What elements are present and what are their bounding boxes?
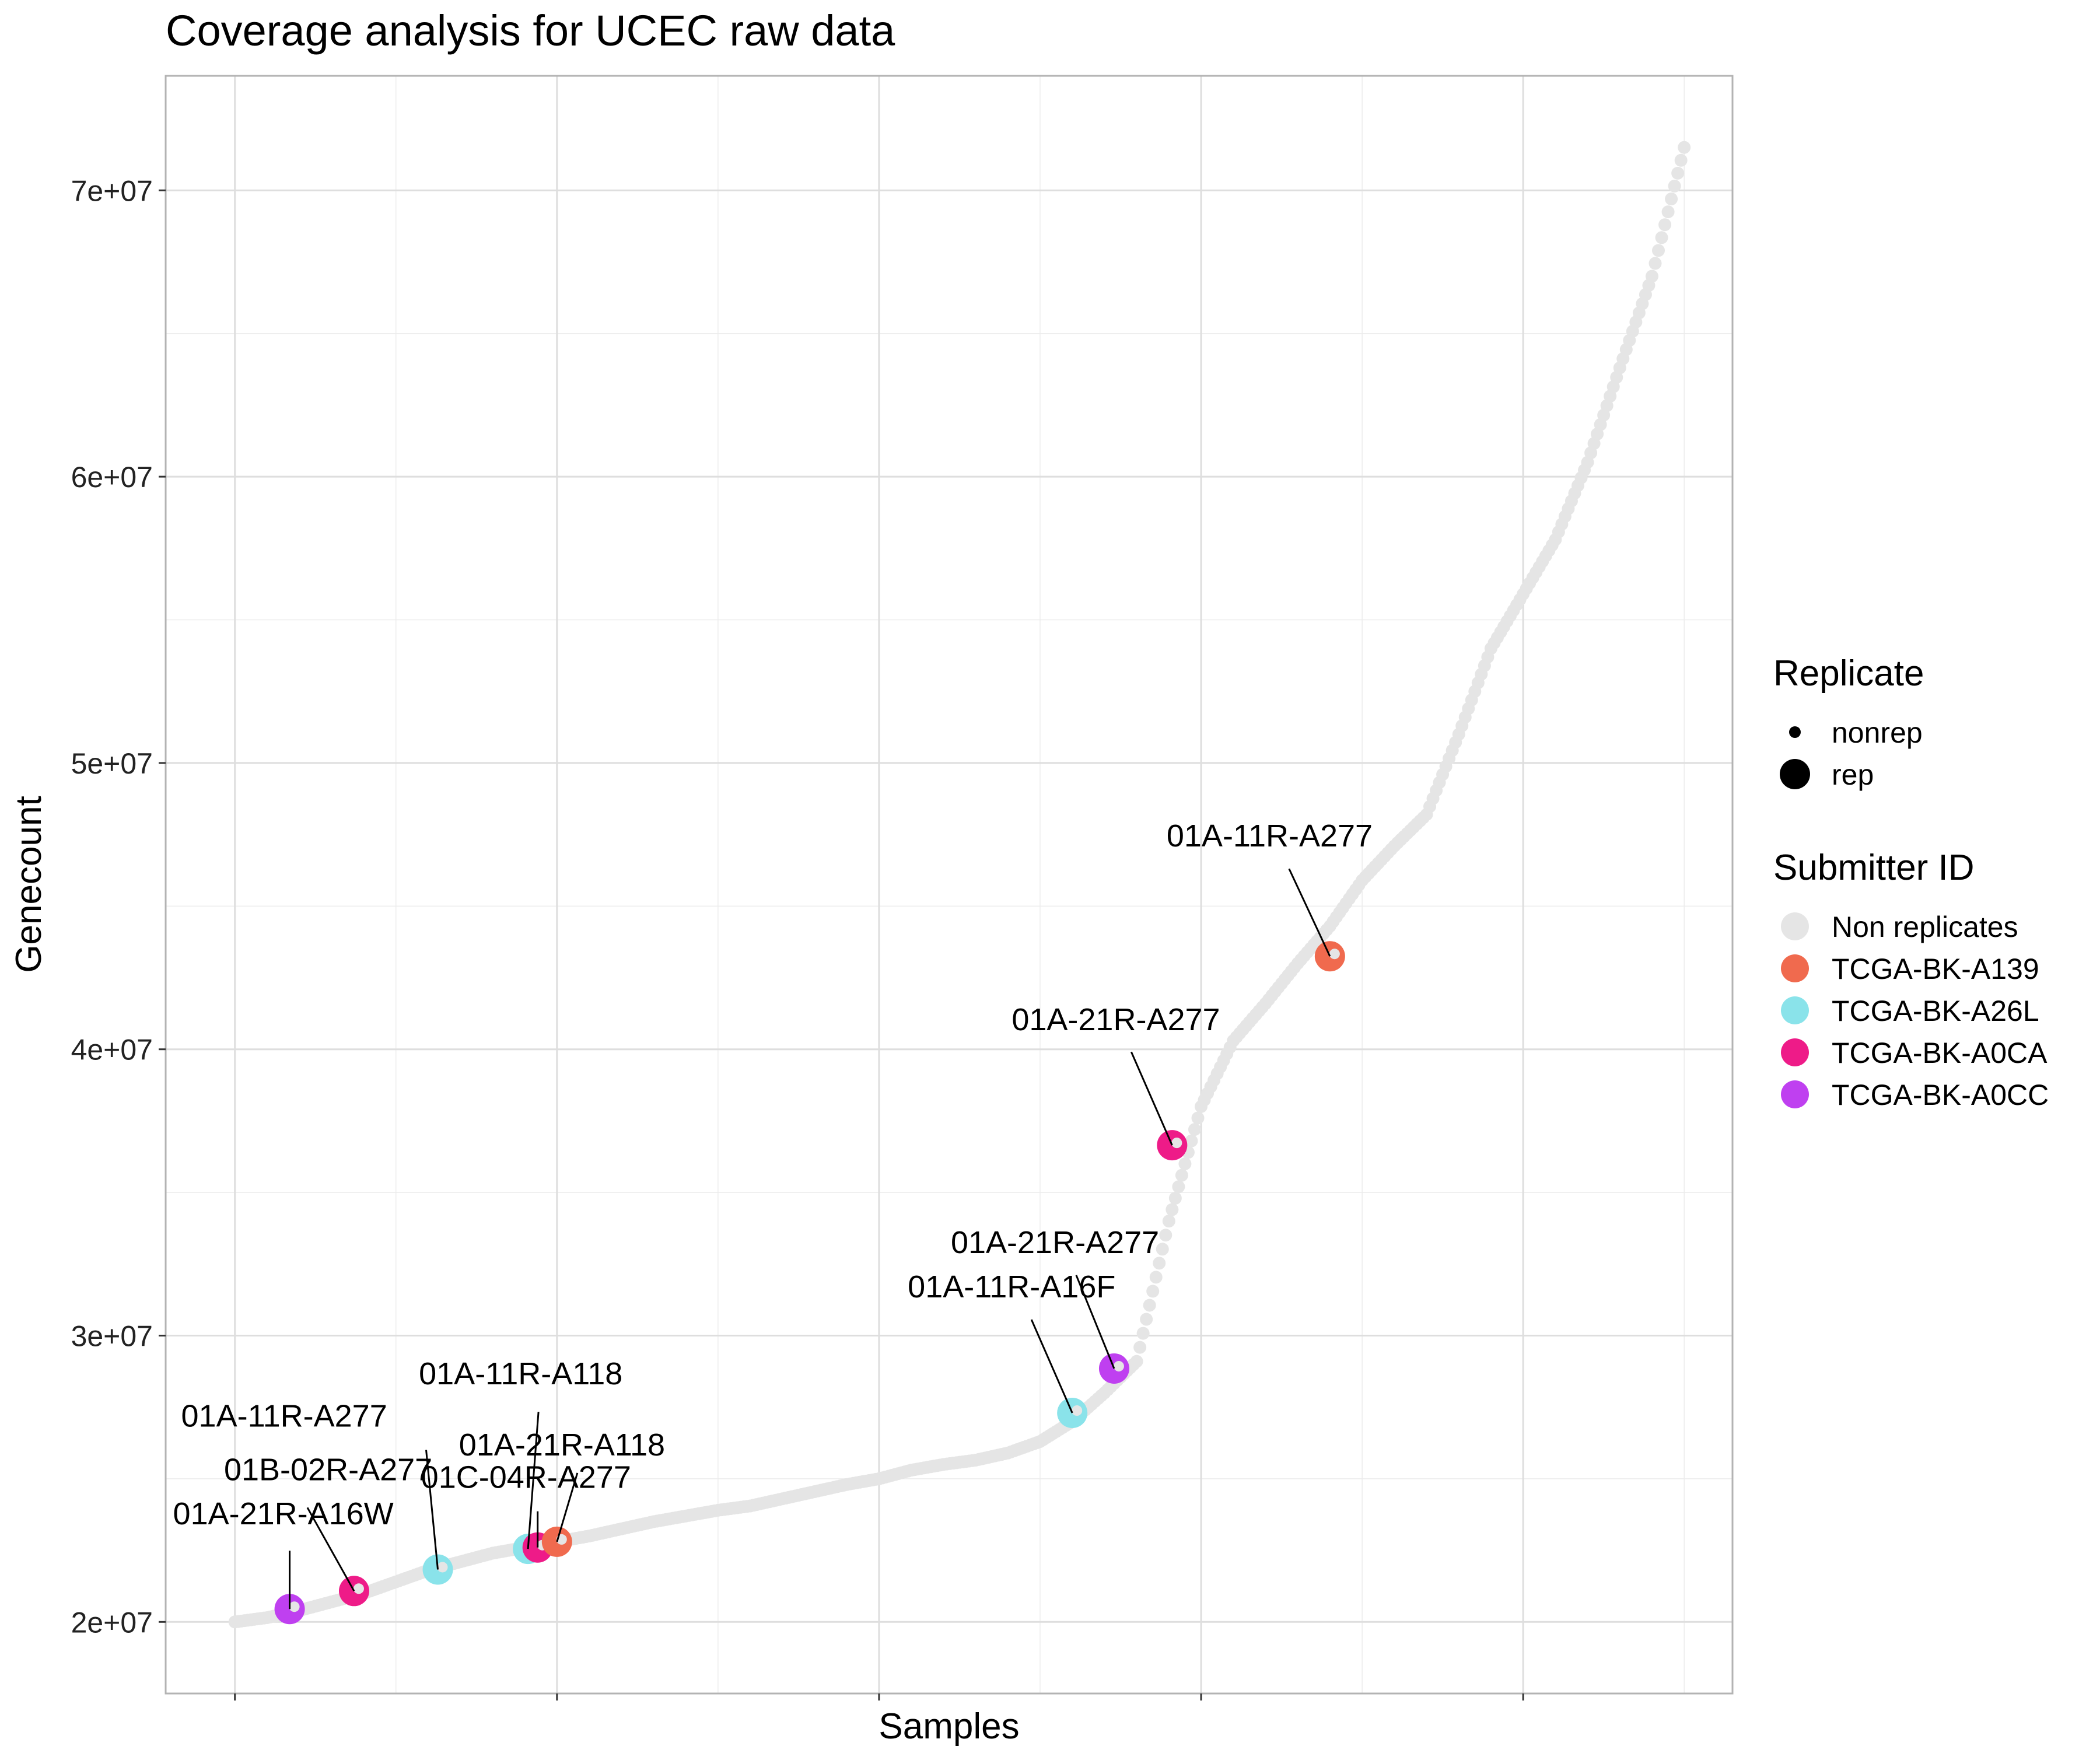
replicate-labels: 01A-21R-A16W 01B-02R-A277 01A-11R-A277 01A-…: [173, 818, 1373, 1609]
non-replicate-point: [1172, 1180, 1185, 1194]
replicate-label: 01A-11R-A16F: [908, 1269, 1115, 1304]
non-replicate-point: [1661, 205, 1675, 219]
x-axis-label: Samples: [878, 1706, 1019, 1747]
legend-submitter-items: Non replicates TCGA-BK-A139 TCGA-BK-A26L TC…: [1781, 911, 2049, 1111]
x-axis: [234, 1693, 1524, 1700]
non-replicate-point: [1136, 1327, 1150, 1340]
legend-replicate-label: nonrep: [1832, 716, 1923, 749]
non-replicate-point: [1166, 1203, 1179, 1216]
non-replicate-point: [1159, 1229, 1172, 1242]
replicate-point-overlap: [353, 1583, 364, 1594]
non-replicate-point: [1674, 153, 1688, 167]
non-replicate-point: [1168, 1191, 1182, 1205]
plot-panel-border: [164, 75, 1734, 1695]
legend-submitter-label: Non replicates: [1832, 911, 2018, 943]
replicate-point-overlap: [1171, 1138, 1182, 1149]
replicate-label-connector: [556, 1472, 579, 1542]
legend: Replicate nonrep rep Submitter ID Non rep…: [1773, 653, 2049, 1111]
y-axis-label: Genecount: [9, 796, 49, 972]
legend-submitter-marker: [1781, 912, 1809, 940]
replicate-point-overlap: [1113, 1360, 1124, 1371]
non-replicate-point: [1652, 244, 1665, 257]
legend-submitter-label: TCGA-BK-A26L: [1832, 995, 2039, 1027]
legend-submitter-label: TCGA-BK-A0CA: [1832, 1037, 2048, 1069]
non-replicate-point: [1648, 257, 1662, 270]
replicate-label: 01A-21R-A277: [1012, 1002, 1220, 1037]
non-replicate-point: [1156, 1243, 1169, 1256]
replicate-label: 01A-21R-A277: [951, 1225, 1159, 1260]
non-replicate-point: [1130, 1355, 1143, 1368]
legend-replicate-title: Replicate: [1773, 653, 1924, 694]
grid-layer: [166, 76, 1732, 1693]
replicate-label: 01B-02R-A277: [224, 1452, 432, 1487]
non-replicate-point: [1143, 1299, 1156, 1312]
y-axis: 2e+07 3e+07 4e+07 5e+07 6e+07 7e+07: [71, 174, 166, 1639]
non-replicate-point: [1185, 1134, 1198, 1147]
y-tick-label: 5e+07: [71, 747, 153, 780]
replicate-point-overlap: [289, 1601, 300, 1612]
replicate-label-connector: [306, 1507, 355, 1592]
non-replicate-point: [1191, 1111, 1205, 1125]
non-replicate-point: [1175, 1168, 1188, 1182]
replicate-label-connector: [1075, 1275, 1115, 1369]
legend-submitter-label: TCGA-BK-A0CC: [1832, 1079, 2049, 1111]
non-replicate-point: [1140, 1313, 1153, 1326]
legend-replicate-items: nonrep rep: [1780, 716, 1923, 791]
replicate-label: 01A-11R-A118: [419, 1356, 622, 1391]
y-tick-label: 6e+07: [71, 461, 153, 494]
non-replicate-point: [1678, 141, 1691, 154]
replicate-point-overlap: [1329, 949, 1340, 960]
replicate-label: 01C-04R-A277: [421, 1460, 631, 1495]
non-replicate-point: [1671, 166, 1685, 180]
replicate-label: 01A-21R-A118: [459, 1427, 665, 1462]
replicate-label-connector: [1288, 868, 1331, 957]
non-replicate-point: [1655, 231, 1668, 244]
legend-submitter-marker: [1781, 996, 1809, 1024]
legend-submitter-marker: [1781, 954, 1809, 982]
legend-replicate-label: rep: [1832, 758, 1874, 791]
replicate-label: 01A-11R-A277: [181, 1398, 387, 1433]
non-replicate-point: [1188, 1123, 1201, 1136]
y-tick-label: 2e+07: [71, 1606, 153, 1639]
non-replicate-point: [1178, 1157, 1192, 1171]
legend-submitter-title: Submitter ID: [1773, 848, 1975, 888]
replicate-label-connector: [527, 1412, 540, 1549]
non-replicate-point: [1668, 179, 1681, 193]
non-replicate-point: [1146, 1285, 1160, 1298]
replicate-label-connector: [1130, 1051, 1173, 1146]
y-tick-label: 7e+07: [71, 174, 153, 207]
replicate-point-overlap: [1072, 1405, 1083, 1416]
legend-replicate-marker: [1780, 759, 1810, 789]
y-tick-label: 3e+07: [71, 1320, 153, 1353]
non-replicate-point: [1645, 270, 1658, 283]
non-replicate-point: [1665, 193, 1678, 206]
chart-title: Coverage analysis for UCEC raw data: [166, 6, 895, 55]
non-replicate-point: [1153, 1257, 1166, 1270]
replicate-label-connector: [1030, 1319, 1073, 1413]
y-tick-label: 4e+07: [71, 1034, 153, 1066]
non-replicate-point: [1162, 1215, 1175, 1228]
replicate-label: 01A-11R-A277: [1167, 818, 1373, 853]
non-replicate-point: [1149, 1271, 1163, 1284]
replicate-label: 01A-21R-A16W: [173, 1496, 394, 1531]
non-replicate-point: [1658, 218, 1672, 232]
legend-submitter-marker: [1781, 1038, 1809, 1066]
replicate-point-overlap: [437, 1562, 448, 1573]
legend-submitter-marker: [1781, 1080, 1809, 1108]
replicate-points: [274, 941, 1345, 1625]
non-replicate-point: [1133, 1341, 1147, 1354]
legend-replicate-marker: [1789, 726, 1801, 738]
replicate-label-connector: [425, 1450, 439, 1570]
legend-submitter-label: TCGA-BK-A139: [1832, 953, 2039, 985]
